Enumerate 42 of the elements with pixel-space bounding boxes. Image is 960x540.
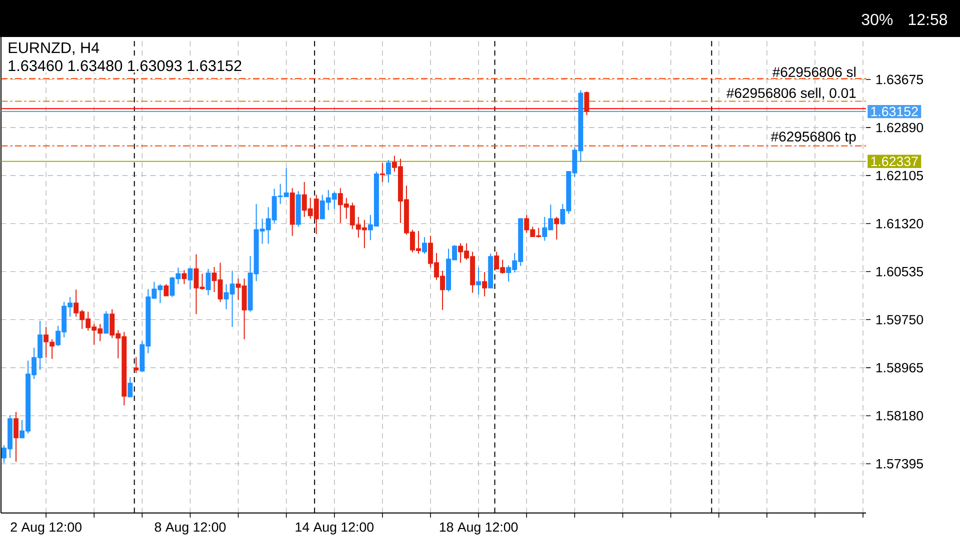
x-tick-label: 2 Aug 12:00 [10, 522, 82, 534]
candlestick [296, 190, 301, 228]
y-tick-label: 1.62105 [876, 170, 924, 180]
candlestick [380, 162, 385, 183]
candlestick [50, 338, 55, 360]
candlestick [206, 268, 211, 296]
candlestick [128, 376, 133, 398]
x-tick-label: 8 Aug 12:00 [154, 522, 226, 534]
chart-title: EURNZD, H4 [8, 42, 100, 55]
x-tick-label: 18 Aug 12:00 [440, 522, 518, 534]
candlestick [554, 216, 560, 240]
candlestick [476, 267, 482, 296]
y-tick-label: 1.63675 [876, 74, 924, 84]
text: 1.63460 1.63480 1.63093 1.63152 [8, 60, 242, 72]
ref-line-label: 1.62337 [871, 156, 918, 166]
y-tick-label: 1.61320 [876, 218, 924, 228]
candlestick [386, 159, 391, 184]
y-tick-label: 1.58965 [876, 362, 924, 372]
candlestick [488, 253, 494, 288]
candlestick [290, 188, 295, 236]
ref-line-label: 1.63152 [871, 106, 918, 116]
y-tick-label: 1.58180 [876, 411, 924, 420]
candlestick [44, 326, 49, 358]
ref-line-label: #62956806 sell, 0.01 [726, 88, 856, 100]
ref-line-label: #62956806 tp [770, 132, 856, 144]
text: 30% [862, 14, 893, 26]
candlestick [482, 271, 488, 297]
y-tick-label: 1.60535 [876, 266, 924, 276]
candlestick [134, 356, 139, 374]
y-tick-label: 1.59750 [876, 314, 924, 324]
y-tick-label: 1.62890 [876, 122, 924, 132]
x-tick-label: 14 Aug 12:00 [296, 522, 374, 534]
text: 12:58 [908, 14, 948, 26]
candlestick [164, 284, 169, 296]
candlestick [584, 90, 590, 116]
candlestick [182, 270, 187, 285]
candlestick [422, 236, 427, 254]
candlestick [188, 267, 193, 290]
candlestick [14, 412, 19, 462]
y-tick-label: 1.57395 [876, 459, 924, 468]
ref-line-label: #62956806 sl [772, 66, 856, 78]
candlestick [104, 310, 109, 334]
